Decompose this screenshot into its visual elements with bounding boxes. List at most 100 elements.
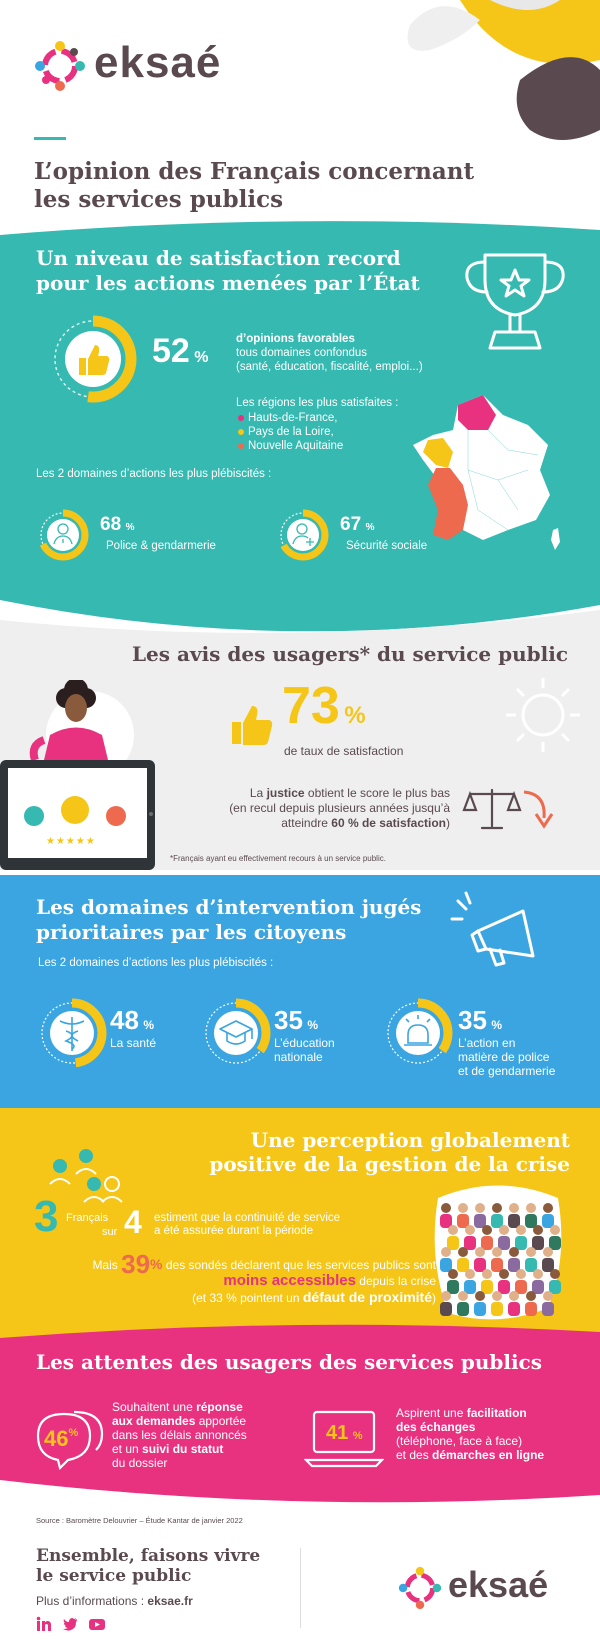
s2-value: 73 %: [282, 676, 366, 736]
s3-item-3: 35 % L’action en matière de police et de…: [458, 1005, 555, 1078]
s1-main-sub1: tous domaines confondus: [236, 347, 368, 359]
crowd-person: [542, 1214, 554, 1228]
crowd-person: [491, 1214, 503, 1228]
s2-title: Les avis des usagers* du service public: [131, 642, 568, 666]
police-person-icon: [53, 523, 73, 545]
s5-left-text: Souhaitent une réponse aux demandes appo…: [112, 1400, 247, 1470]
s4-title-line2: positive de la gestion de la crise: [209, 1152, 570, 1176]
linkedin-icon[interactable]: [36, 1616, 52, 1632]
crowd-person: [525, 1258, 537, 1272]
s3-item-3-unit: %: [491, 1018, 503, 1032]
crowd-head: [543, 1291, 553, 1301]
s3-item-3-label1: L’action en: [458, 1036, 516, 1050]
crowd-illustration: [434, 1185, 562, 1320]
region-label: Hauts-de-France,: [248, 412, 338, 424]
crowd-person: [440, 1214, 452, 1228]
siren-icon: [404, 1015, 432, 1046]
crowd-person: [498, 1280, 510, 1294]
s1-domain-gauge-1: [37, 509, 89, 561]
crowd-person: [481, 1280, 493, 1294]
health-person-icon: [292, 523, 314, 546]
crowd-head: [475, 1247, 485, 1257]
crowd-head: [475, 1291, 485, 1301]
s5-left-value: 46%: [44, 1426, 78, 1452]
source-note: Source : Baromètre Delouvrier – Étude Ka…: [36, 1516, 243, 1525]
crowd-person: [457, 1258, 469, 1272]
s3-item-2-label2: nationale: [274, 1050, 323, 1064]
s4-word1: Français: [66, 1212, 109, 1224]
crowd-head: [492, 1203, 502, 1213]
s1-main-value: 52 %: [152, 332, 209, 371]
section-attentes: Les attentes des usagers des services pu…: [0, 1320, 600, 1510]
header-accent-line: [34, 137, 66, 140]
megaphone-icon: [450, 891, 535, 967]
brand-logo-text: eksaé: [94, 38, 222, 87]
s1-main-unit: %: [194, 349, 209, 366]
crowd-head: [526, 1247, 536, 1257]
s1-main-number: 52: [152, 332, 190, 370]
crowd-person: [542, 1258, 554, 1272]
footer-website-link[interactable]: eksae.fr: [147, 1594, 193, 1608]
crowd-head: [543, 1247, 553, 1257]
footer-slogan: Ensemble, faisons vivre le service publi…: [36, 1546, 260, 1586]
crowd-head: [499, 1225, 509, 1235]
s3-item-2-unit: %: [307, 1018, 319, 1032]
s5-right-value: 41 %: [326, 1422, 362, 1445]
crowd-person: [532, 1280, 544, 1294]
crowd-head: [448, 1269, 458, 1279]
region-item: Hauts-de-France,: [236, 411, 398, 425]
justice-line2: (en recul depuis plusieurs années jusqu’…: [229, 801, 450, 815]
justice-line3: atteindre 60 % de satisfaction): [281, 816, 450, 830]
region-label: Pays de la Loire,: [248, 426, 334, 438]
person-tablet-illustration: [0, 680, 155, 870]
s4-stat2-line2: moins accessibles depuis la crise: [223, 1272, 436, 1289]
section-crise: Une perception globalement positive de l…: [0, 1108, 600, 1338]
s4-stat2-line1: Mais 39% des sondés déclarent que les se…: [92, 1249, 436, 1279]
crowd-person: [491, 1258, 503, 1272]
s3-item-3-label2: matière de police: [458, 1050, 550, 1064]
s1-main-sub2: (santé, éducation, fiscalité, emploi...): [236, 361, 423, 373]
region-item: Pays de la Loire,: [236, 425, 398, 439]
s4-stat2: Mais 39% des sondés déclarent que les se…: [36, 1249, 436, 1306]
footer-slogan-line2: le service public: [36, 1566, 192, 1586]
crowd-head: [465, 1269, 475, 1279]
s4-word2: sur: [102, 1226, 118, 1238]
crowd-person: [474, 1258, 486, 1272]
footer-logo-mark-icon: [398, 1566, 442, 1610]
crowd-head: [482, 1225, 492, 1235]
crowd-person: [491, 1302, 503, 1316]
s1-main-gauge: [49, 315, 137, 403]
justice-line1: La justice obtient le score le plus bas: [249, 786, 450, 800]
crowd-head: [465, 1225, 475, 1235]
france-map-icon: [413, 395, 560, 550]
graduation-cap-icon: [219, 1020, 253, 1045]
s1-title-line1: Un niveau de satisfaction record: [36, 246, 401, 270]
s5-title: Les attentes des usagers des services pu…: [36, 1350, 542, 1374]
crowd-person: [515, 1236, 527, 1250]
crowd-head: [441, 1247, 451, 1257]
speech-bubble-icon: [36, 1410, 104, 1470]
crowd-head: [499, 1269, 509, 1279]
crowd-head: [441, 1203, 451, 1213]
s4-stat2-line3: (et 33 % pointent un défaut de proximité…: [192, 1289, 436, 1305]
crowd-head: [492, 1291, 502, 1301]
crowd-head: [543, 1203, 553, 1213]
s2-label: de taux de satisfaction: [284, 744, 404, 758]
s3-item-1-unit: %: [143, 1018, 155, 1032]
s4-stat1-line2: a été assurée durant la période: [154, 1225, 314, 1237]
s2-unit: %: [344, 702, 366, 729]
s3-item-2-label1: L’éducation: [274, 1036, 335, 1050]
youtube-icon[interactable]: [88, 1616, 106, 1632]
footer-brand-logo-text: eksaé: [448, 1564, 549, 1605]
section-usagers: Les avis des usagers* du service public …: [0, 600, 600, 880]
s1-title: Un niveau de satisfaction record pour le…: [36, 246, 420, 296]
crowd-head: [533, 1269, 543, 1279]
people-network-icon: [49, 1149, 123, 1203]
crowd-person: [447, 1280, 459, 1294]
crowd-head: [492, 1247, 502, 1257]
crowd-head: [475, 1203, 485, 1213]
s3-item-1-label: La santé: [110, 1036, 157, 1050]
scales-justice-icon: [462, 788, 522, 830]
twitter-icon[interactable]: [62, 1616, 78, 1632]
footer-slogan-line1: Ensemble, faisons vivre: [36, 1546, 261, 1566]
